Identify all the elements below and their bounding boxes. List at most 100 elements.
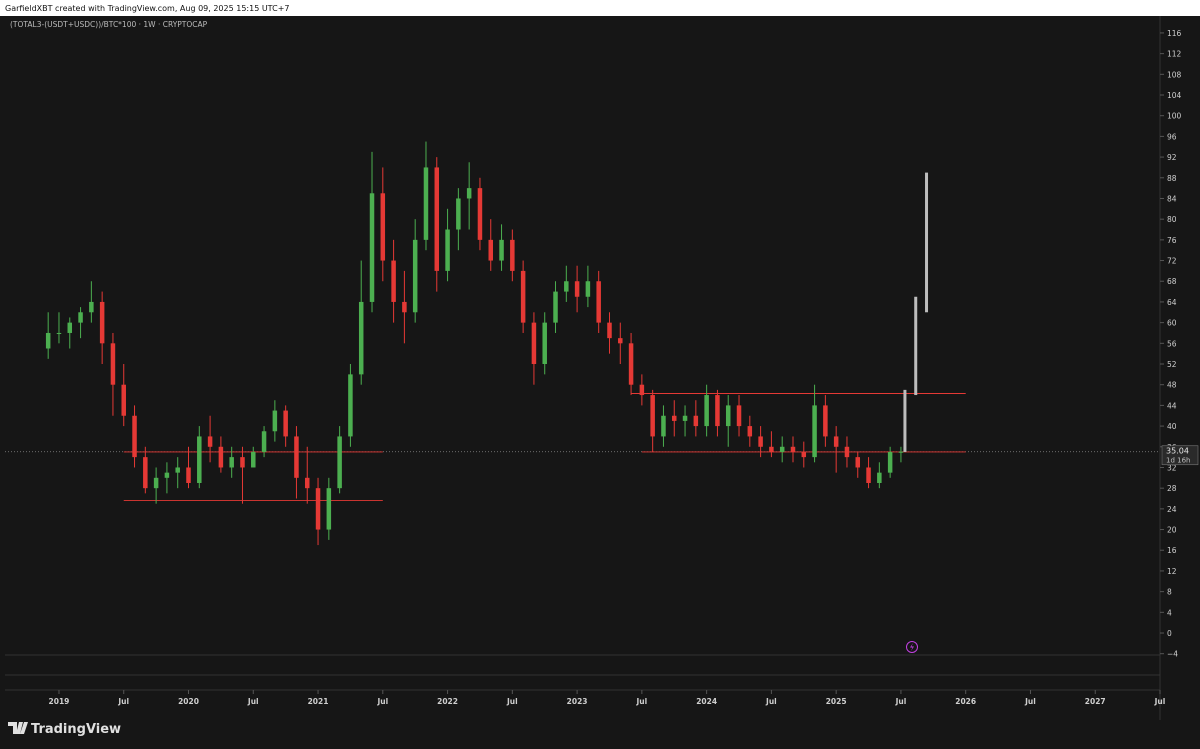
candle-body bbox=[877, 472, 882, 483]
candle-body bbox=[153, 477, 159, 489]
candle-body bbox=[758, 436, 763, 447]
candle-body bbox=[261, 431, 267, 452]
y-tick-label: 76 bbox=[1167, 236, 1177, 245]
header-bar bbox=[0, 0, 1200, 16]
candle-body bbox=[477, 188, 483, 240]
y-tick-label: 96 bbox=[1167, 132, 1177, 141]
candle-body bbox=[672, 415, 677, 421]
candle-body bbox=[844, 446, 850, 458]
candle-body bbox=[499, 239, 504, 261]
x-tick-label: Jul bbox=[506, 697, 518, 706]
candle-body bbox=[456, 198, 461, 230]
candle-body bbox=[661, 415, 666, 437]
x-tick-label: 2027 bbox=[1085, 697, 1106, 706]
candle-body bbox=[229, 457, 234, 468]
y-tick-label: 0 bbox=[1167, 629, 1172, 638]
y-tick-label: 12 bbox=[1167, 567, 1177, 576]
candle-body bbox=[618, 338, 623, 344]
y-tick-label: 92 bbox=[1167, 153, 1177, 162]
projection-bar bbox=[903, 389, 907, 452]
candle-body bbox=[596, 281, 601, 323]
y-tick-label: 20 bbox=[1167, 526, 1177, 535]
candle-body bbox=[574, 281, 580, 297]
x-tick-label: Jul bbox=[1024, 697, 1036, 706]
x-tick-label: 2020 bbox=[178, 697, 199, 706]
y-tick-label: 112 bbox=[1167, 50, 1182, 59]
candle-body bbox=[887, 451, 893, 473]
event-icon[interactable] bbox=[906, 641, 918, 653]
candle-body bbox=[283, 410, 288, 437]
candle-body bbox=[132, 415, 137, 458]
candle-body bbox=[218, 446, 224, 468]
candle-body bbox=[121, 384, 126, 416]
candle-body bbox=[736, 405, 742, 427]
candle-body bbox=[833, 436, 839, 447]
y-tick-label: 4 bbox=[1167, 608, 1172, 617]
candle-body bbox=[391, 260, 396, 302]
candle-body bbox=[607, 322, 612, 339]
candle-body bbox=[650, 395, 655, 437]
x-tick-label: 2025 bbox=[826, 697, 847, 706]
y-tick-label: 72 bbox=[1167, 257, 1177, 266]
candle-body bbox=[520, 270, 526, 323]
y-tick-label: 48 bbox=[1167, 381, 1177, 390]
y-tick-label: 104 bbox=[1167, 91, 1182, 100]
candle-body bbox=[585, 281, 591, 297]
projection-bar bbox=[925, 172, 929, 313]
candle-body bbox=[628, 343, 634, 385]
candle-body bbox=[639, 384, 645, 396]
candle-body bbox=[197, 436, 202, 483]
candle-body bbox=[823, 405, 828, 437]
x-tick-label: 2022 bbox=[437, 697, 458, 706]
y-tick-label: 56 bbox=[1167, 339, 1177, 348]
candle-body bbox=[99, 301, 105, 344]
candle-body bbox=[866, 467, 871, 483]
candle-body bbox=[812, 405, 817, 458]
candle-body bbox=[164, 472, 170, 478]
projection-bar bbox=[914, 296, 918, 396]
candle-body bbox=[186, 467, 191, 483]
chart-title: (TOTAL3-(USDT+USDC))/BTC*100 · 1W · CRYP… bbox=[10, 20, 208, 29]
candle-body bbox=[445, 229, 450, 271]
candle-body bbox=[251, 451, 256, 468]
candle-body bbox=[315, 488, 321, 530]
x-tick-label: Jul bbox=[376, 697, 388, 706]
x-tick-label: Jul bbox=[765, 697, 777, 706]
candle-body bbox=[294, 436, 299, 478]
countdown-label: 1d 16h bbox=[1166, 457, 1190, 465]
y-tick-label: 32 bbox=[1167, 463, 1177, 472]
candle-body bbox=[89, 301, 94, 313]
candle-body bbox=[304, 477, 310, 489]
candle-body bbox=[790, 446, 796, 452]
x-tick-label: 2026 bbox=[955, 697, 976, 706]
y-tick-label: 16 bbox=[1167, 546, 1177, 555]
candle-body bbox=[369, 193, 375, 302]
candle-body bbox=[682, 415, 688, 421]
candle-body bbox=[175, 467, 180, 473]
x-tick-label: Jul bbox=[895, 697, 907, 706]
candle-body bbox=[466, 188, 472, 199]
candle-body bbox=[380, 193, 386, 261]
logo-mark bbox=[8, 722, 28, 734]
x-tick-label: 2021 bbox=[308, 697, 329, 706]
event-icon-bolt bbox=[910, 643, 914, 651]
candle-body bbox=[358, 301, 364, 375]
y-tick-label: 44 bbox=[1167, 401, 1177, 410]
candle-body bbox=[110, 343, 116, 385]
x-tick-label: 2024 bbox=[696, 697, 717, 706]
candle-body bbox=[488, 239, 493, 261]
candle-body bbox=[272, 410, 278, 432]
y-tick-label: 60 bbox=[1167, 319, 1177, 328]
candle-body bbox=[855, 457, 861, 468]
candle-body bbox=[402, 301, 407, 313]
y-tick-label: 8 bbox=[1167, 588, 1172, 597]
candle-body bbox=[67, 322, 73, 333]
y-tick-label: −4 bbox=[1167, 650, 1178, 659]
y-tick-label: 84 bbox=[1167, 194, 1177, 203]
x-tick-label: Jul bbox=[1154, 697, 1166, 706]
candle-body bbox=[531, 322, 537, 365]
x-tick-label: 2019 bbox=[49, 697, 70, 706]
candle-body bbox=[779, 446, 785, 452]
